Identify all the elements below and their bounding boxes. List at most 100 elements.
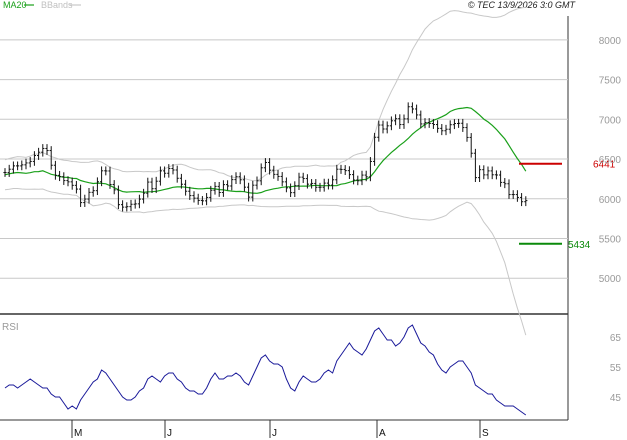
support-label: 5434	[568, 240, 591, 251]
price-tick-5000: 5000	[599, 274, 622, 285]
price-bar	[457, 118, 461, 128]
price-bar	[263, 158, 267, 173]
price-bar	[137, 194, 141, 209]
price-bar	[70, 177, 74, 190]
price-bar	[356, 175, 360, 186]
bb-lower-line	[4, 188, 527, 336]
price-bar	[440, 123, 444, 136]
price-bar	[83, 194, 87, 207]
price-bar	[116, 185, 120, 210]
price-bar	[486, 166, 490, 180]
price-bar	[452, 119, 456, 130]
price-bar	[142, 188, 146, 204]
price-bar	[150, 177, 154, 194]
price-bar	[293, 181, 297, 198]
price-bar	[121, 200, 125, 212]
price-bar	[112, 180, 116, 195]
price-bar	[385, 121, 389, 134]
price-bar	[314, 179, 318, 192]
price-bar	[410, 102, 414, 114]
price-bar	[305, 174, 309, 189]
price-bar	[163, 166, 167, 178]
price-bar	[62, 172, 66, 185]
price-bar	[108, 166, 112, 189]
price-bar	[297, 172, 301, 191]
price-bar	[20, 160, 24, 171]
price-bar	[377, 120, 381, 142]
price-bar	[154, 176, 158, 194]
price-bar	[41, 144, 45, 157]
price-bar	[427, 118, 431, 128]
price-bar	[28, 157, 32, 168]
price-bar	[196, 193, 200, 205]
price-bar	[217, 182, 221, 197]
price-bar	[331, 175, 335, 190]
price-bar	[339, 164, 343, 174]
price-bar	[16, 161, 20, 171]
price-bar	[448, 120, 452, 134]
price-bar	[133, 199, 137, 209]
price-bar	[524, 196, 528, 207]
price-bar	[268, 158, 272, 175]
price-axis-labels: 5000 5500 6000 6500 7000 7500 8000	[599, 36, 622, 285]
price-bar	[276, 170, 280, 181]
price-bar	[402, 114, 406, 129]
price-bar	[7, 164, 11, 177]
price-bar	[280, 172, 284, 187]
price-bar	[301, 172, 305, 183]
price-bar	[125, 202, 129, 212]
price-gridlines	[0, 39, 568, 279]
rsi-label: RSI	[2, 322, 19, 333]
price-bar	[234, 172, 238, 184]
price-bar	[511, 190, 515, 199]
price-bar	[230, 175, 234, 191]
legend-ma20: MA20	[3, 0, 27, 10]
month-label: J	[167, 428, 172, 439]
bollinger-bands	[4, 6, 527, 336]
rsi-tick-45: 45	[610, 393, 622, 404]
price-bar	[499, 170, 503, 187]
price-bar	[423, 118, 427, 129]
price-bar	[259, 163, 263, 186]
price-bar	[507, 179, 511, 199]
price-bar	[482, 165, 486, 180]
price-bar	[209, 185, 213, 202]
price-tick-5500: 5500	[599, 235, 622, 246]
rsi-line-group	[4, 324, 527, 416]
price-bar	[24, 158, 28, 170]
price-bar	[515, 190, 519, 202]
price-bar	[436, 120, 440, 133]
price-bar	[461, 118, 465, 132]
price-bar	[179, 173, 183, 189]
rsi-line	[4, 324, 527, 416]
price-bar	[205, 193, 209, 206]
price-bar	[394, 114, 398, 126]
price-bar	[431, 119, 435, 129]
price-bar	[79, 184, 83, 207]
price-bar	[343, 165, 347, 176]
price-bar	[175, 165, 179, 183]
price-bar	[318, 182, 322, 192]
month-label: J	[272, 428, 277, 439]
price-bar	[87, 187, 91, 204]
price-bar	[129, 199, 133, 212]
price-bar	[415, 104, 419, 120]
price-tick-7500: 7500	[599, 76, 622, 87]
price-bar	[322, 178, 326, 192]
price-bar	[167, 164, 171, 178]
price-bar	[289, 183, 293, 198]
price-bar	[95, 177, 99, 196]
price-bar	[364, 170, 368, 182]
price-bar	[74, 180, 78, 194]
price-bar	[310, 179, 314, 189]
price-bar	[251, 180, 255, 202]
price-bar	[184, 179, 188, 196]
legend-bbands: BBands	[41, 0, 73, 10]
price-bar	[368, 157, 372, 182]
price-bar	[49, 146, 53, 170]
price-bar	[335, 164, 339, 185]
ma20-line	[4, 106, 527, 194]
